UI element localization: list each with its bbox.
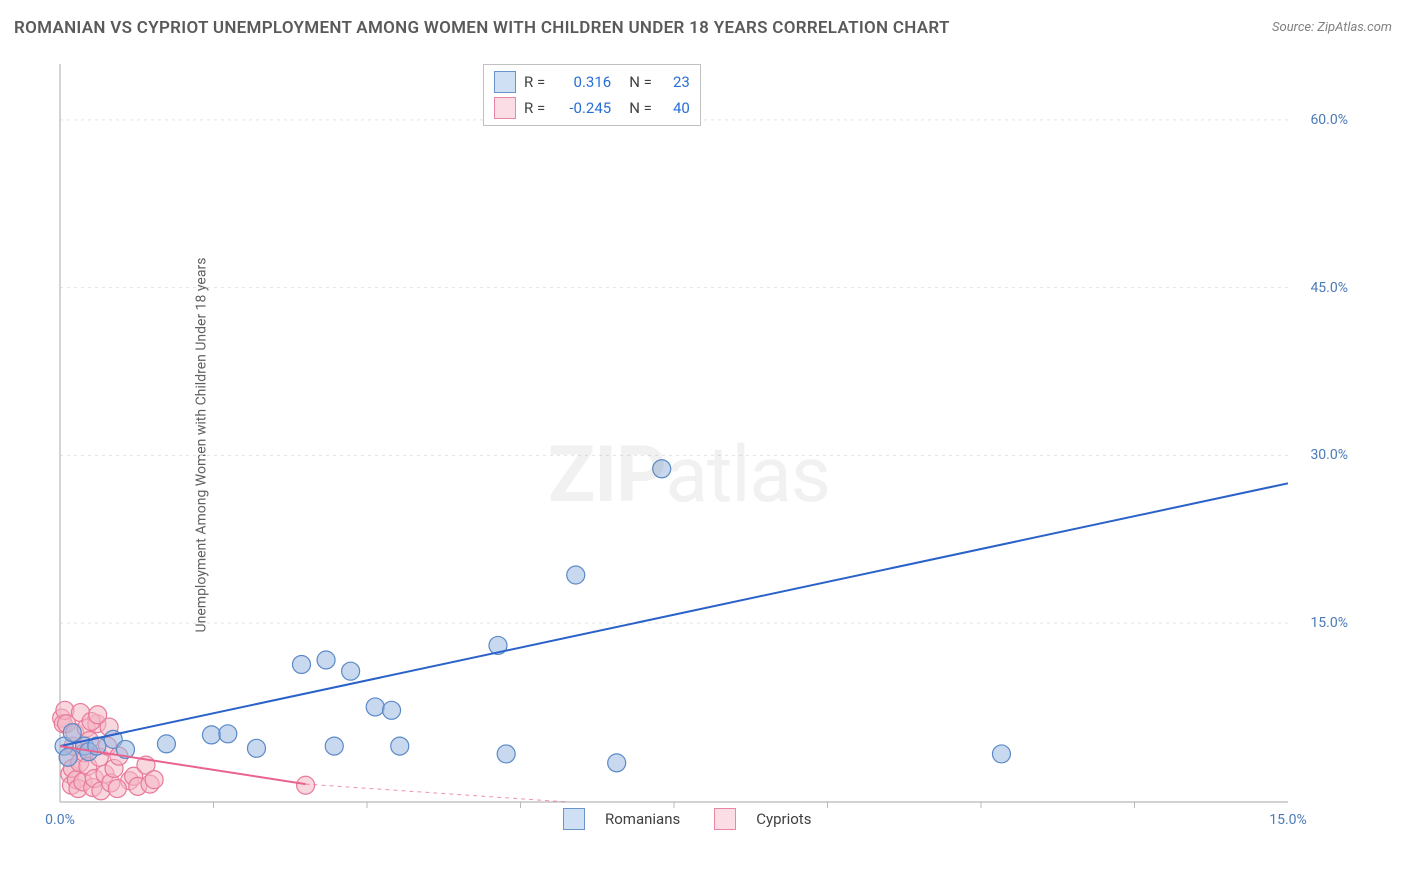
- scatter-plot: ZIPatlas R = 0.316 N = 23 R = -0.245 N =…: [48, 60, 1348, 830]
- r-label: R =: [524, 69, 545, 95]
- swatch-icon: [714, 808, 736, 830]
- source-label: Source: ZipAtlas.com: [1272, 20, 1392, 35]
- n-label: N =: [629, 95, 652, 121]
- legend: Romanians Cypriots: [563, 808, 811, 830]
- x-tick-label: 0.0%: [45, 812, 75, 828]
- swatch-icon: [494, 97, 516, 119]
- y-tick-label: 30.0%: [1288, 447, 1348, 463]
- stats-row-cypriots: R = -0.245 N = 40: [494, 95, 690, 121]
- n-label: N =: [629, 69, 652, 95]
- swatch-icon: [494, 71, 516, 93]
- y-tick-label: 15.0%: [1288, 615, 1348, 631]
- n-value: 40: [660, 95, 690, 121]
- x-tick-label: 15.0%: [1269, 812, 1307, 828]
- chart-title: ROMANIAN VS CYPRIOT UNEMPLOYMENT AMONG W…: [14, 18, 950, 38]
- legend-label-romanians: Romanians: [605, 810, 680, 828]
- r-label: R =: [524, 95, 545, 121]
- stats-row-romanians: R = 0.316 N = 23: [494, 69, 690, 95]
- plot-svg: [48, 60, 1348, 830]
- legend-label-cypriots: Cypriots: [756, 810, 811, 828]
- y-tick-label: 45.0%: [1288, 280, 1348, 296]
- swatch-icon: [563, 808, 585, 830]
- stats-box: R = 0.316 N = 23 R = -0.245 N = 40: [483, 64, 701, 126]
- r-value: 0.316: [553, 69, 611, 95]
- n-value: 23: [660, 69, 690, 95]
- y-tick-label: 60.0%: [1288, 112, 1348, 128]
- r-value: -0.245: [553, 95, 611, 121]
